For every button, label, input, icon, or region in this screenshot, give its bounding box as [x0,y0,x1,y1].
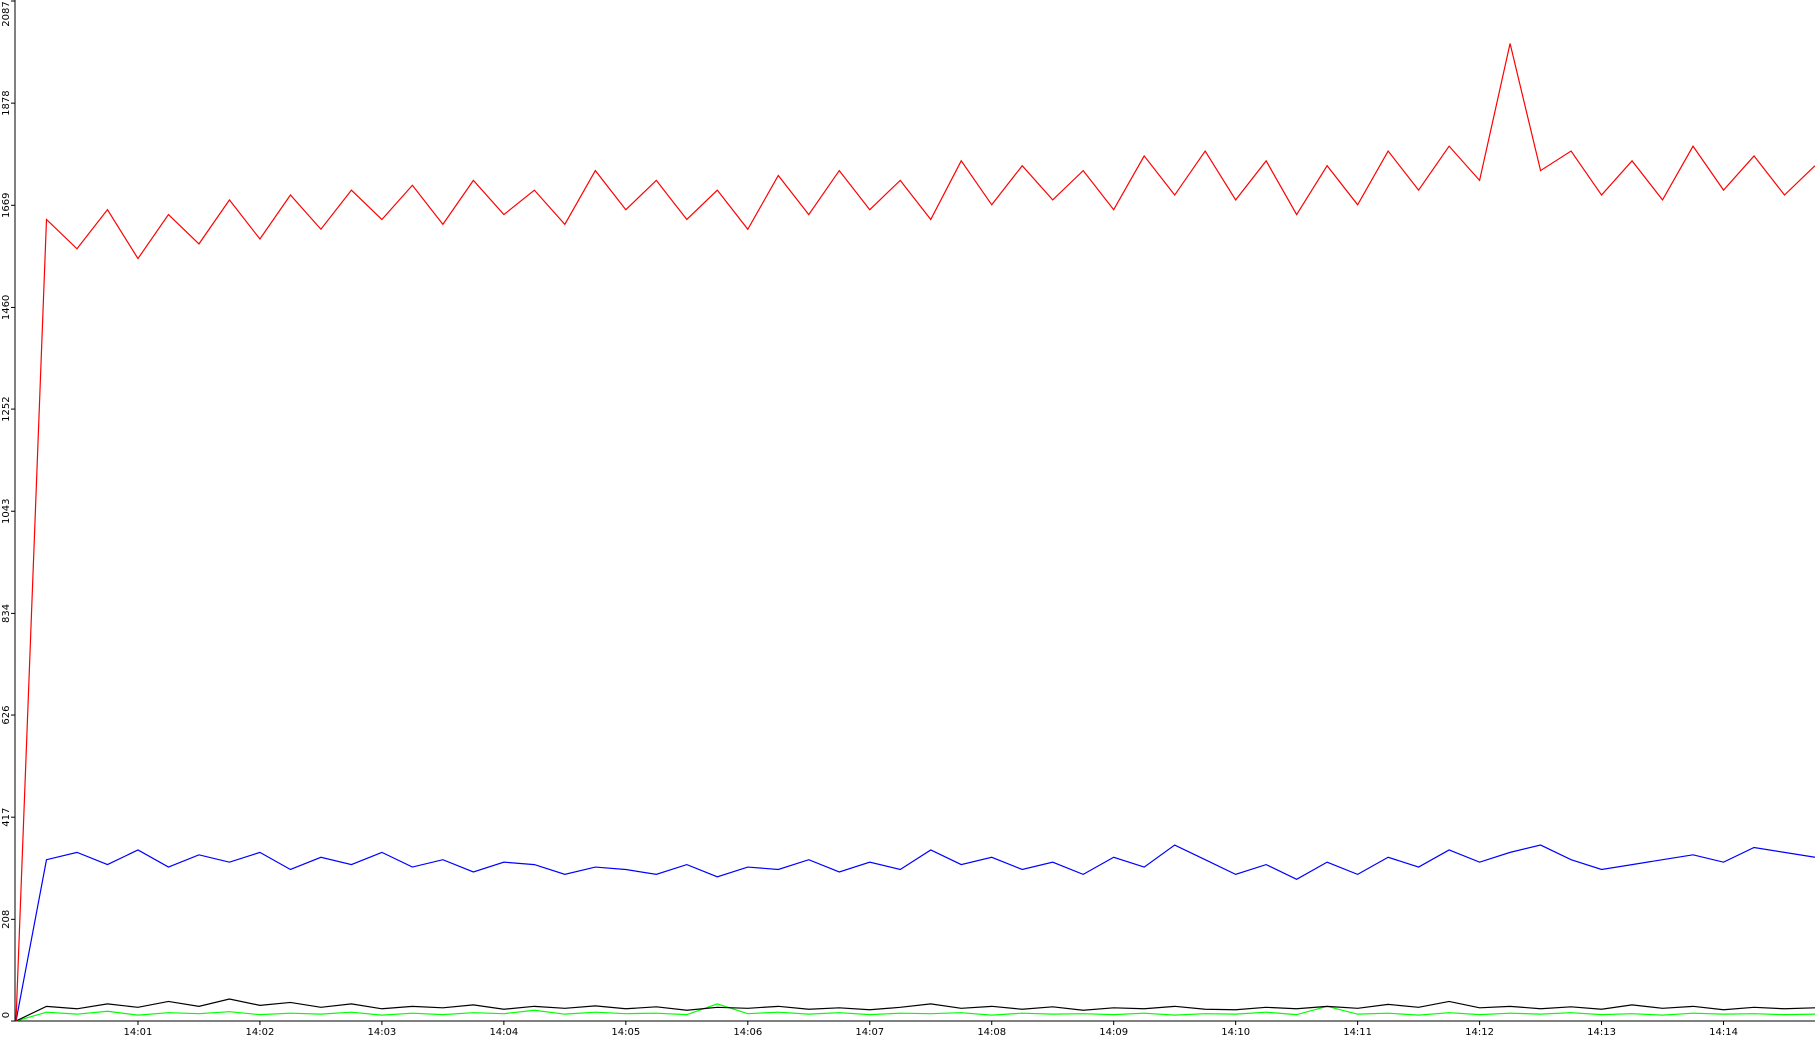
y-tick-label: 417 [1,808,12,827]
y-tick-label: 2087 [1,1,12,26]
x-tick-label: 14:05 [611,1027,640,1038]
x-tick-label: 14:06 [733,1027,762,1038]
series-line [15,998,1815,1022]
x-tick-label: 14:14 [1709,1027,1738,1038]
x-tick-label: 14:10 [1221,1027,1250,1038]
x-tick-label: 14:07 [855,1027,884,1038]
y-tick-label: 1669 [1,193,12,218]
x-tick-label: 14:09 [1099,1027,1128,1038]
series-line [15,1003,1815,1022]
x-tick-label: 14:13 [1587,1027,1616,1038]
y-tick-label: 626 [1,706,12,725]
series-line [15,43,1815,1022]
x-tick-label: 14:11 [1343,1027,1372,1038]
y-tick-label: 1878 [1,90,12,115]
series-line [15,844,1815,1022]
y-tick-label: 1252 [1,396,12,421]
x-tick-label: 14:12 [1465,1027,1494,1038]
y-tick-label: 1043 [1,499,12,524]
y-tick-label: 0 [1,1012,12,1018]
y-tick-label: 1460 [1,295,12,320]
y-tick-label: 834 [1,604,12,623]
x-tick-label: 14:04 [489,1027,518,1038]
x-tick-label: 14:08 [977,1027,1006,1038]
x-tick-label: 14:03 [367,1027,396,1038]
x-tick-label: 14:01 [124,1027,153,1038]
y-tick-label: 208 [1,910,12,929]
x-tick-label: 14:02 [246,1027,275,1038]
